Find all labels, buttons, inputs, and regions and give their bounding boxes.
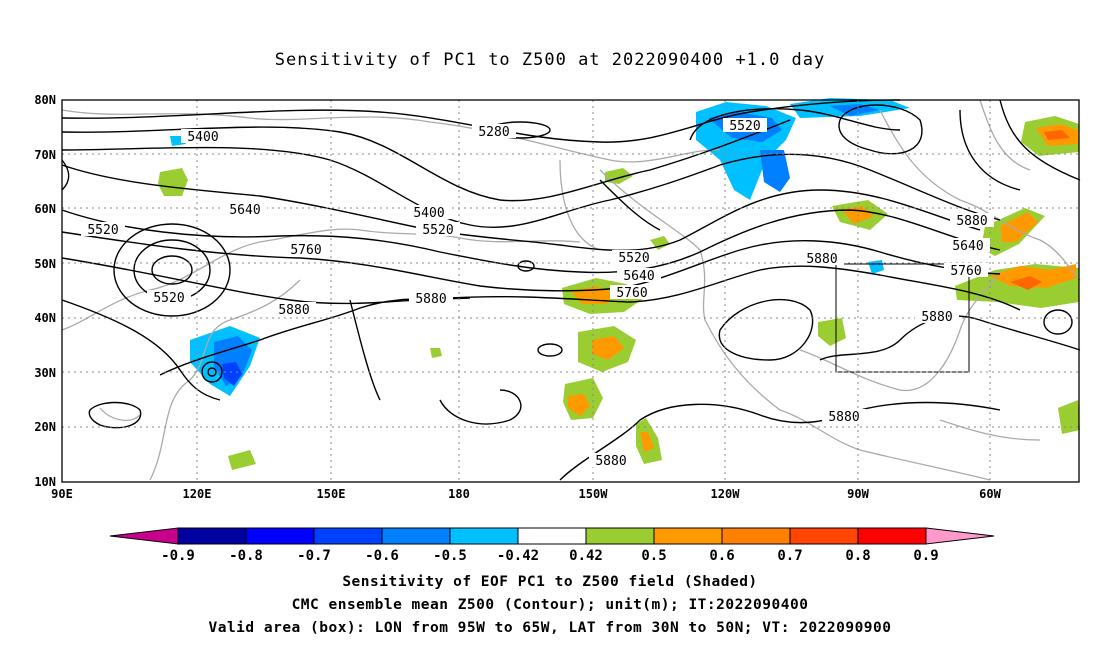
green-patch <box>430 348 442 358</box>
contour-label: 5280 <box>478 125 509 140</box>
lat-label: 80N <box>34 93 56 107</box>
colorbar-label: 0.42 <box>569 548 603 564</box>
lat-label: 30N <box>34 366 56 380</box>
caption-line-3: Valid area (box): LON from 95W to 65W, L… <box>208 620 892 636</box>
lon-label: 120W <box>711 487 741 501</box>
colorbar-box <box>653 527 723 545</box>
blue-patch <box>830 104 880 116</box>
colorbar-label: 0.8 <box>845 548 870 564</box>
orange-patch <box>568 394 590 416</box>
colorbar-right-arrow <box>925 527 995 545</box>
contour-label: 5400 <box>187 130 218 145</box>
colorbar-box <box>313 527 383 545</box>
contour-label: 5640 <box>229 203 260 218</box>
contour-label: 5760 <box>290 243 321 258</box>
contour-label: 5520 <box>618 251 649 266</box>
lat-axis-labels: 80N 70N 60N 50N 40N 30N 20N 10N <box>34 93 56 489</box>
colorbar: -0.9 -0.8 -0.7 -0.6 -0.5 -0.42 0.42 0.5 0.6 0.7 0.… <box>109 527 995 564</box>
contour-label: 5520 <box>729 119 760 134</box>
colorbar-label: -0.42 <box>497 548 539 564</box>
colorbar-box <box>721 527 791 545</box>
coastlines <box>61 99 1081 481</box>
lon-axis-labels: 90E 120E 150E 180 150W 120W 90W 60W <box>51 487 1001 501</box>
lon-label: 90W <box>847 487 869 501</box>
contour-label: 5520 <box>422 223 453 238</box>
contour-label: 5760 <box>616 286 647 301</box>
orange-patch <box>592 336 624 360</box>
contour-label: 5640 <box>952 239 983 254</box>
contour-label: 5880 <box>806 252 837 267</box>
contour-label: 5880 <box>415 292 446 307</box>
green-patch <box>158 168 188 196</box>
orange-patch <box>1000 212 1038 242</box>
contour-label: 5880 <box>595 454 626 469</box>
lon-label: 120E <box>183 487 212 501</box>
colorbar-box <box>789 527 859 545</box>
contour-label: 5880 <box>921 310 952 325</box>
colorbar-box <box>177 527 247 545</box>
lat-label: 70N <box>34 148 56 162</box>
colorbar-box <box>245 527 315 545</box>
colorbar-label: -0.9 <box>161 548 195 564</box>
lat-label: 20N <box>34 420 56 434</box>
caption-line-1: Sensitivity of EOF PC1 to Z500 field (Sh… <box>342 574 758 590</box>
map-frame <box>61 99 1080 483</box>
colorbar-label: 0.7 <box>777 548 802 564</box>
contour-label: 5880 <box>278 303 309 318</box>
contour-label: 5880 <box>828 410 859 425</box>
orange-patch <box>640 432 654 452</box>
darkorange-patch <box>1044 130 1070 140</box>
colorbar-label: -0.5 <box>433 548 467 564</box>
colorbar-box <box>381 527 451 545</box>
contour-labels: 5400 5280 5520 5640 5400 5520 5760 5520 … <box>81 118 994 469</box>
green-patch <box>605 168 633 184</box>
colorbar-label: 0.9 <box>913 548 938 564</box>
deepblue-patch <box>222 362 242 386</box>
lat-label: 10N <box>34 475 56 489</box>
lat-label: 40N <box>34 311 56 325</box>
contour-label: 5400 <box>413 206 444 221</box>
green-patch <box>650 236 670 250</box>
green-patch <box>1058 400 1080 434</box>
colorbar-label: -0.7 <box>297 548 331 564</box>
figure-title: Sensitivity of PC1 to Z500 at 2022090400… <box>274 50 826 70</box>
colorbar-box <box>449 527 519 545</box>
lat-label: 50N <box>34 257 56 271</box>
colorbar-label: 0.5 <box>641 548 666 564</box>
lat-label: 60N <box>34 202 56 216</box>
contour-label: 5640 <box>623 269 654 284</box>
contour-label: 5520 <box>87 223 118 238</box>
lon-label: 150W <box>579 487 609 501</box>
blue-patch <box>760 150 790 192</box>
darkorange-patch <box>1010 276 1042 290</box>
contour-label: 5760 <box>950 264 981 279</box>
contour-label: 5520 <box>153 291 184 306</box>
contour-label: 5880 <box>956 214 987 229</box>
green-patch <box>818 318 846 346</box>
colorbar-box <box>857 527 927 545</box>
colorbar-box <box>517 527 587 545</box>
colorbar-box <box>585 527 655 545</box>
caption-line-2: CMC ensemble mean Z500 (Contour); unit(m… <box>291 597 809 613</box>
colorbar-label: -0.8 <box>229 548 263 564</box>
lon-label: 150E <box>317 487 346 501</box>
lightblue-patch <box>868 260 884 274</box>
lon-label: 60W <box>979 487 1001 501</box>
lon-label: 180 <box>448 487 470 501</box>
lon-label: 90E <box>51 487 73 501</box>
green-patch <box>228 450 256 470</box>
colorbar-left-arrow <box>109 527 179 545</box>
colorbar-label: 0.6 <box>709 548 734 564</box>
colorbar-label: -0.6 <box>365 548 399 564</box>
